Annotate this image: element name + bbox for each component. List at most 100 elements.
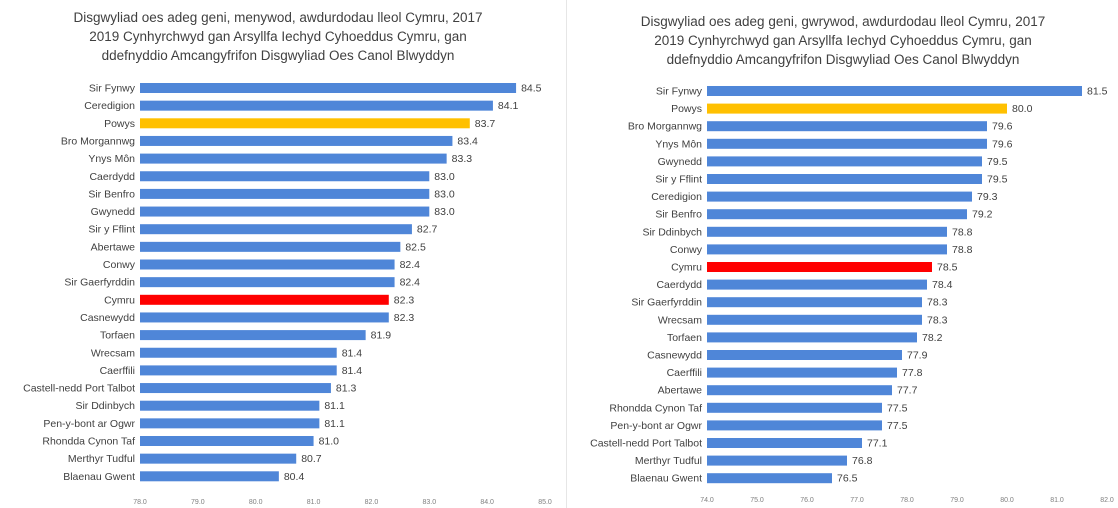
bar (707, 262, 932, 272)
category-label: Conwy (103, 259, 136, 271)
bar-group: Blaenau Gwent 80.4 (63, 471, 304, 483)
category-label: Castell-nedd Port Talbot (23, 383, 135, 395)
category-label: Caerdydd (656, 279, 702, 291)
bar-group: Cymru 78.5 (671, 262, 958, 274)
value-label: 83.0 (434, 171, 455, 183)
x-tick-label: 80.0 (1000, 497, 1014, 504)
category-label: Sir y Fflint (88, 224, 135, 236)
value-label: 80.0 (1012, 103, 1033, 115)
bar (707, 121, 987, 132)
category-label: Gwynedd (91, 206, 136, 218)
bar (140, 100, 493, 111)
bar-group: Sir y Fflint 82.7 (88, 224, 437, 236)
category-label: Merthyr Tudful (68, 453, 135, 465)
category-label: Blaenau Gwent (630, 473, 702, 485)
category-label: Caerffili (667, 367, 702, 379)
category-label: Sir Gaerfyrddin (631, 297, 702, 309)
value-label: 81.4 (342, 347, 363, 359)
bar-group: Caerffili 81.4 (100, 365, 363, 377)
bar (707, 438, 862, 448)
male-life-expectancy-panel: Disgwyliad oes adeg geni, gwrywod, awdur… (566, 0, 1118, 508)
bar (707, 332, 917, 343)
bar (140, 400, 320, 411)
bar (707, 138, 987, 149)
category-label: Caerdydd (89, 171, 135, 183)
bar-group: Abertawe 77.7 (658, 385, 918, 397)
bar (707, 174, 982, 184)
value-label: 78.4 (932, 279, 953, 291)
value-label: 81.4 (342, 365, 363, 377)
bar-group: Gwynedd 83.0 (91, 206, 455, 218)
bar (140, 365, 337, 376)
bar (707, 455, 847, 466)
bar (707, 314, 922, 325)
value-label: 78.3 (927, 314, 948, 326)
bar-group: Sir y Fflint 79.5 (655, 174, 1007, 186)
x-tick-label: 80.0 (249, 499, 263, 506)
value-label: 84.5 (521, 83, 542, 95)
category-label: Casnewydd (80, 312, 135, 324)
chart-title-line-2: 2019 Cynhyrchwyd gan Arsyllfa Iechyd Cyh… (89, 29, 467, 44)
bar-group: Sir Gaerfyrddin 78.3 (631, 297, 947, 309)
category-label: Powys (671, 103, 702, 115)
bar (707, 86, 1082, 96)
bar-group: Torfaen 78.2 (667, 332, 943, 344)
bar-group: Cymru 82.3 (104, 294, 414, 306)
bar (140, 135, 453, 146)
value-label: 81.3 (336, 383, 357, 395)
bar-group: Wrecsam 78.3 (658, 314, 948, 326)
value-label: 82.3 (394, 294, 415, 306)
bar-group: Sir Ddinbych 78.8 (642, 226, 972, 238)
category-label: Merthyr Tudful (635, 455, 702, 467)
value-label: 79.5 (987, 174, 1008, 186)
bar (140, 312, 389, 323)
category-label: Conwy (670, 244, 703, 256)
category-label: Abertawe (91, 241, 136, 253)
bar-group: Pen-y-bont ar Ogwr 77.5 (610, 420, 907, 432)
x-tick-label: 77.0 (850, 497, 864, 504)
value-label: 81.5 (1087, 86, 1108, 98)
bar-group: Bro Morgannwg 79.6 (628, 121, 1013, 133)
category-label: Torfaen (100, 330, 135, 342)
bar-group: Sir Gaerfyrddin 82.4 (64, 277, 420, 289)
value-label: 83.0 (434, 188, 455, 200)
bar (140, 471, 279, 482)
x-tick-label: 82.0 (365, 499, 379, 506)
bar-group: Abertawe 82.5 (91, 241, 426, 253)
category-label: Sir Benfro (88, 188, 135, 200)
value-label: 79.6 (992, 138, 1013, 150)
bar (140, 294, 389, 305)
value-label: 77.8 (902, 367, 923, 379)
category-label: Cymru (671, 262, 702, 274)
female-life-expectancy-panel: Disgwyliad oes adeg geni, menywod, awdur… (0, 0, 556, 508)
category-label: Sir Gaerfyrddin (64, 277, 135, 289)
category-label: Caerffili (100, 365, 135, 377)
bar-group: Caerdydd 78.4 (656, 279, 952, 291)
bar (707, 473, 832, 484)
category-label: Ceredigion (651, 191, 702, 203)
x-tick-label: 78.0 (133, 499, 147, 506)
value-label: 81.0 (319, 436, 340, 448)
bar-group: Casnewydd 82.3 (80, 312, 414, 324)
category-label: Sir Fynwy (656, 86, 703, 98)
category-label: Bro Morgannwg (61, 135, 135, 147)
bar (707, 244, 947, 255)
bar-group: Castell-nedd Port Talbot 77.1 (590, 438, 887, 450)
category-label: Sir Ddinbych (75, 400, 135, 412)
value-label: 81.9 (371, 330, 392, 342)
category-label: Powys (104, 118, 135, 130)
category-label: Sir Benfro (655, 209, 702, 221)
bar-group: Casnewydd 77.9 (647, 350, 927, 362)
chart-title-line-3: ddefnyddio Amcangyfrifon Disgwyliad Oes … (101, 48, 455, 63)
value-label: 76.8 (852, 455, 873, 467)
bar-group: Sir Benfro 83.0 (88, 188, 455, 200)
x-tick-label: 85.0 (538, 499, 552, 506)
bar (140, 418, 320, 429)
bar-group: Blaenau Gwent 76.5 (630, 473, 857, 485)
category-label: Castell-nedd Port Talbot (590, 438, 702, 450)
category-label: Sir Fynwy (89, 83, 136, 95)
bar-group: Caerffili 77.8 (667, 367, 923, 379)
category-label: Sir y Fflint (655, 174, 702, 186)
bar-group: Powys 80.0 (671, 103, 1033, 115)
